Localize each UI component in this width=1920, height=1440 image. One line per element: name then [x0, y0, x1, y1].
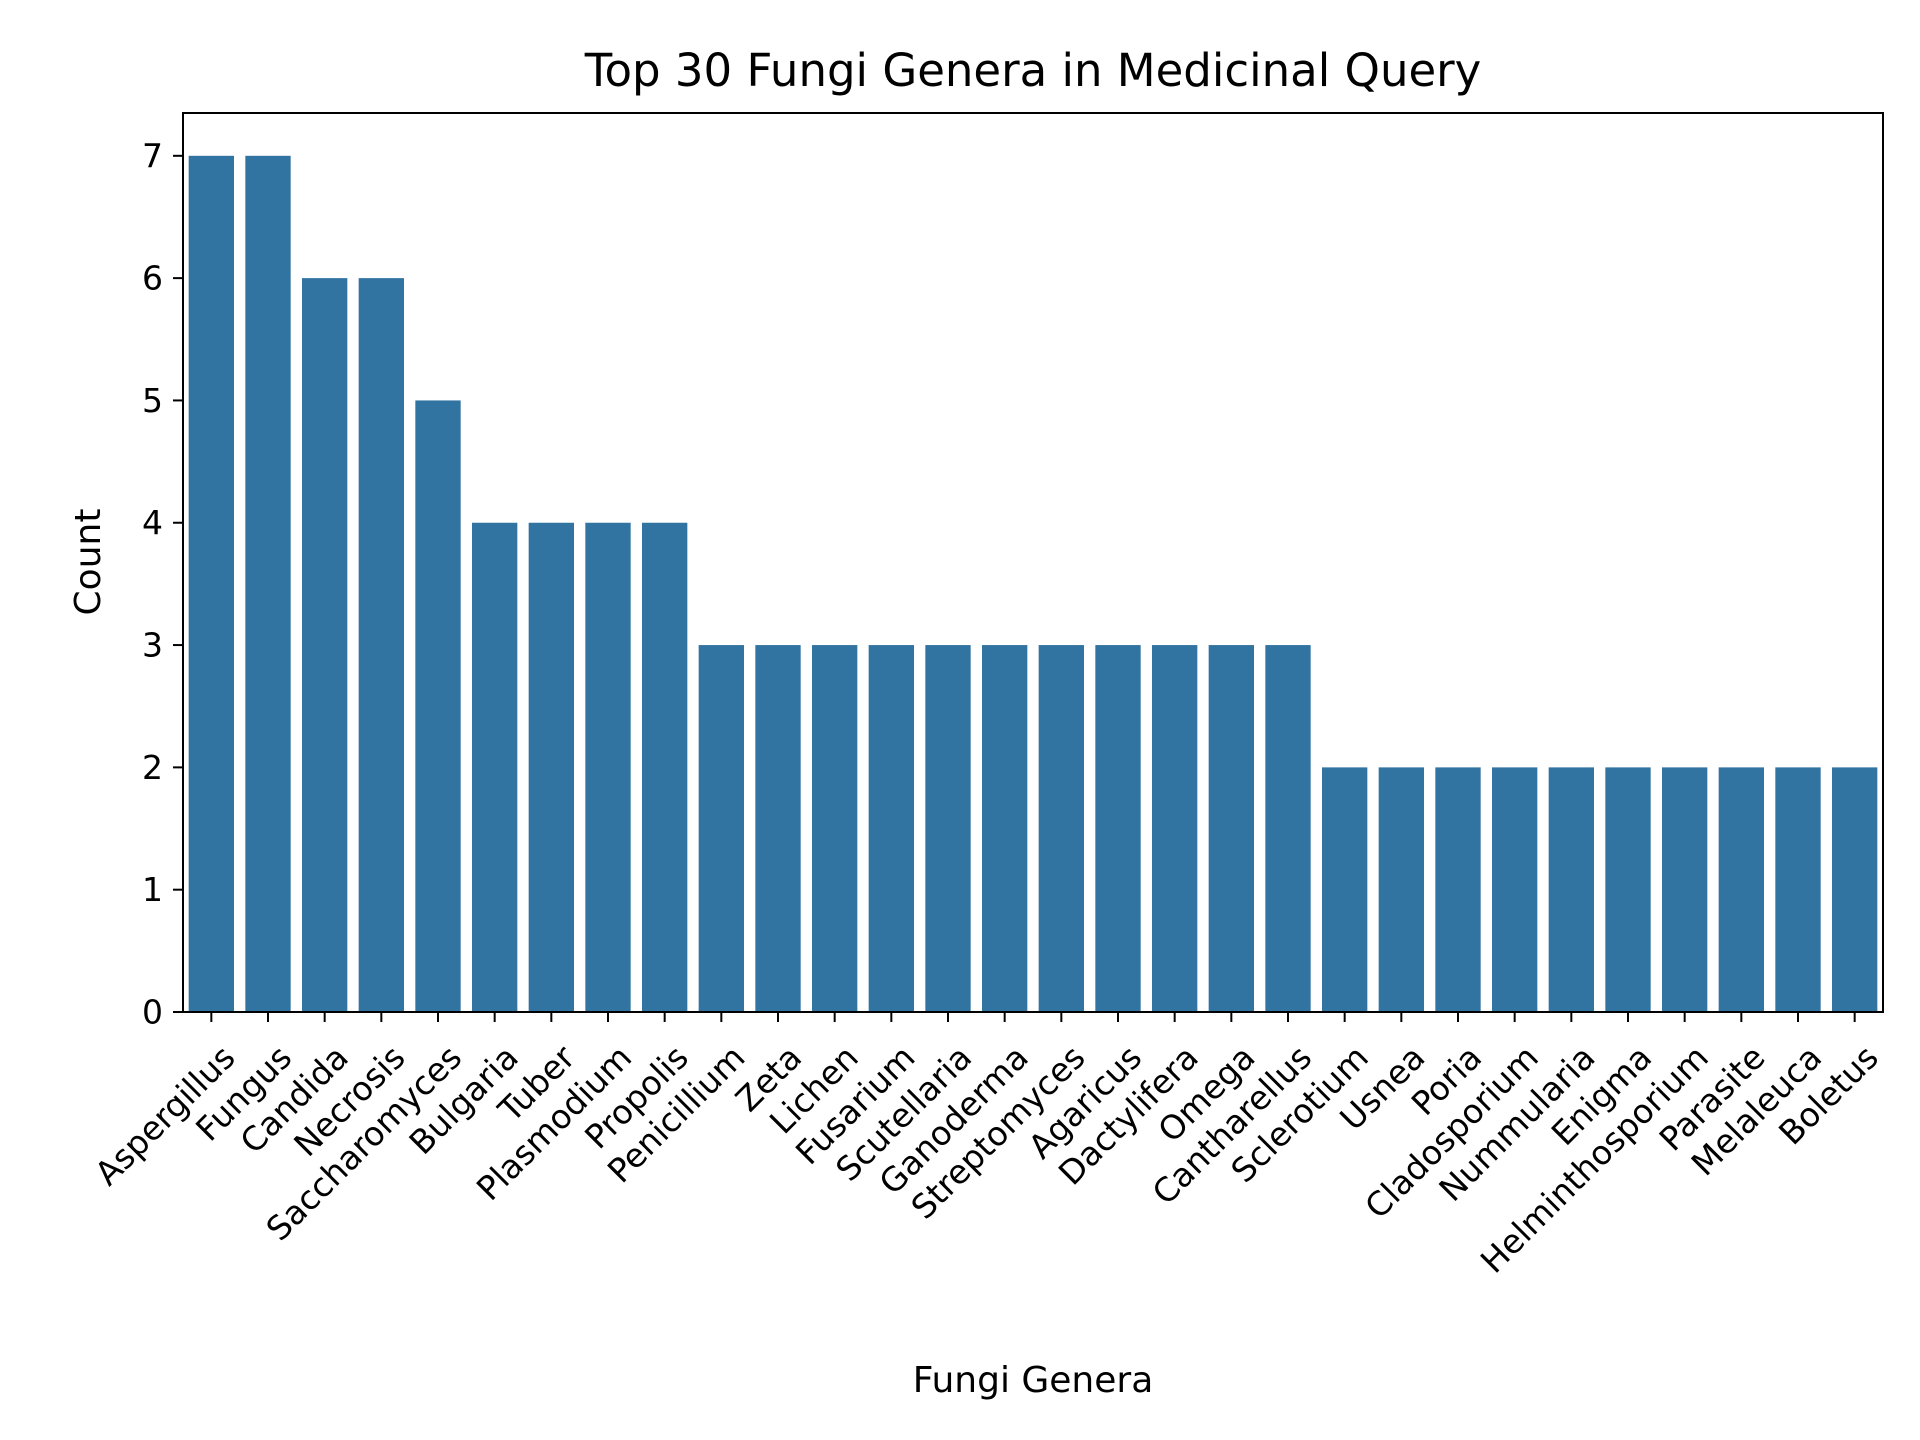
chart-title: Top 30 Fungi Genera in Medicinal Query	[584, 44, 1482, 97]
bar-candida	[302, 278, 348, 1012]
bar-helminthosporium	[1662, 767, 1708, 1012]
bar-melaleuca	[1775, 767, 1821, 1012]
bar-enigma	[1605, 767, 1651, 1012]
y-tick-label: 4	[142, 503, 163, 542]
y-tick-label: 1	[142, 870, 163, 909]
bar-boletus	[1832, 767, 1878, 1012]
bar-streptomyces	[1038, 645, 1084, 1012]
y-tick-label: 7	[142, 136, 163, 175]
bar-nummularia	[1548, 767, 1594, 1012]
bar-fungus	[245, 155, 291, 1013]
y-tick-label: 0	[142, 993, 163, 1032]
bar-tuber	[528, 522, 574, 1012]
bar-propolis	[642, 522, 688, 1012]
y-tick-label: 2	[142, 748, 163, 787]
bars-group	[188, 155, 1878, 1013]
bar-zeta	[755, 645, 801, 1012]
bar-scutellaria	[925, 645, 971, 1012]
bar-cantharellus	[1265, 645, 1311, 1012]
bar-omega	[1208, 645, 1254, 1012]
x-axis-label: Fungi Genera	[913, 1360, 1154, 1401]
bar-penicillium	[698, 645, 744, 1012]
plot-frame	[182, 112, 1884, 1013]
bar-lichen	[812, 645, 858, 1012]
bar-aspergillus	[188, 155, 234, 1013]
y-axis: 0 1 2 3 4 5 6 7	[142, 136, 183, 1032]
bar-bulgaria	[472, 522, 518, 1012]
bar-saccharomyces	[415, 400, 461, 1012]
bar-sclerotium	[1322, 767, 1368, 1012]
bar-poria	[1435, 767, 1481, 1012]
y-tick-label: 3	[142, 626, 163, 665]
bar-dactylifera	[1152, 645, 1198, 1012]
bar-agaricus	[1095, 645, 1141, 1012]
bar-fusarium	[868, 645, 914, 1012]
bar-plasmodium	[585, 522, 631, 1012]
y-tick-label: 6	[142, 259, 163, 298]
x-axis: AspergillusFungusCandidaNecrosisSaccharo…	[87, 1012, 1886, 1281]
bar-cladosporium	[1492, 767, 1538, 1012]
y-tick-label: 5	[142, 381, 163, 420]
bar-necrosis	[358, 278, 404, 1012]
bar-ganoderma	[982, 645, 1028, 1012]
bar-usnea	[1378, 767, 1424, 1012]
y-axis-label: Count	[68, 509, 109, 616]
bar-parasite	[1718, 767, 1764, 1012]
